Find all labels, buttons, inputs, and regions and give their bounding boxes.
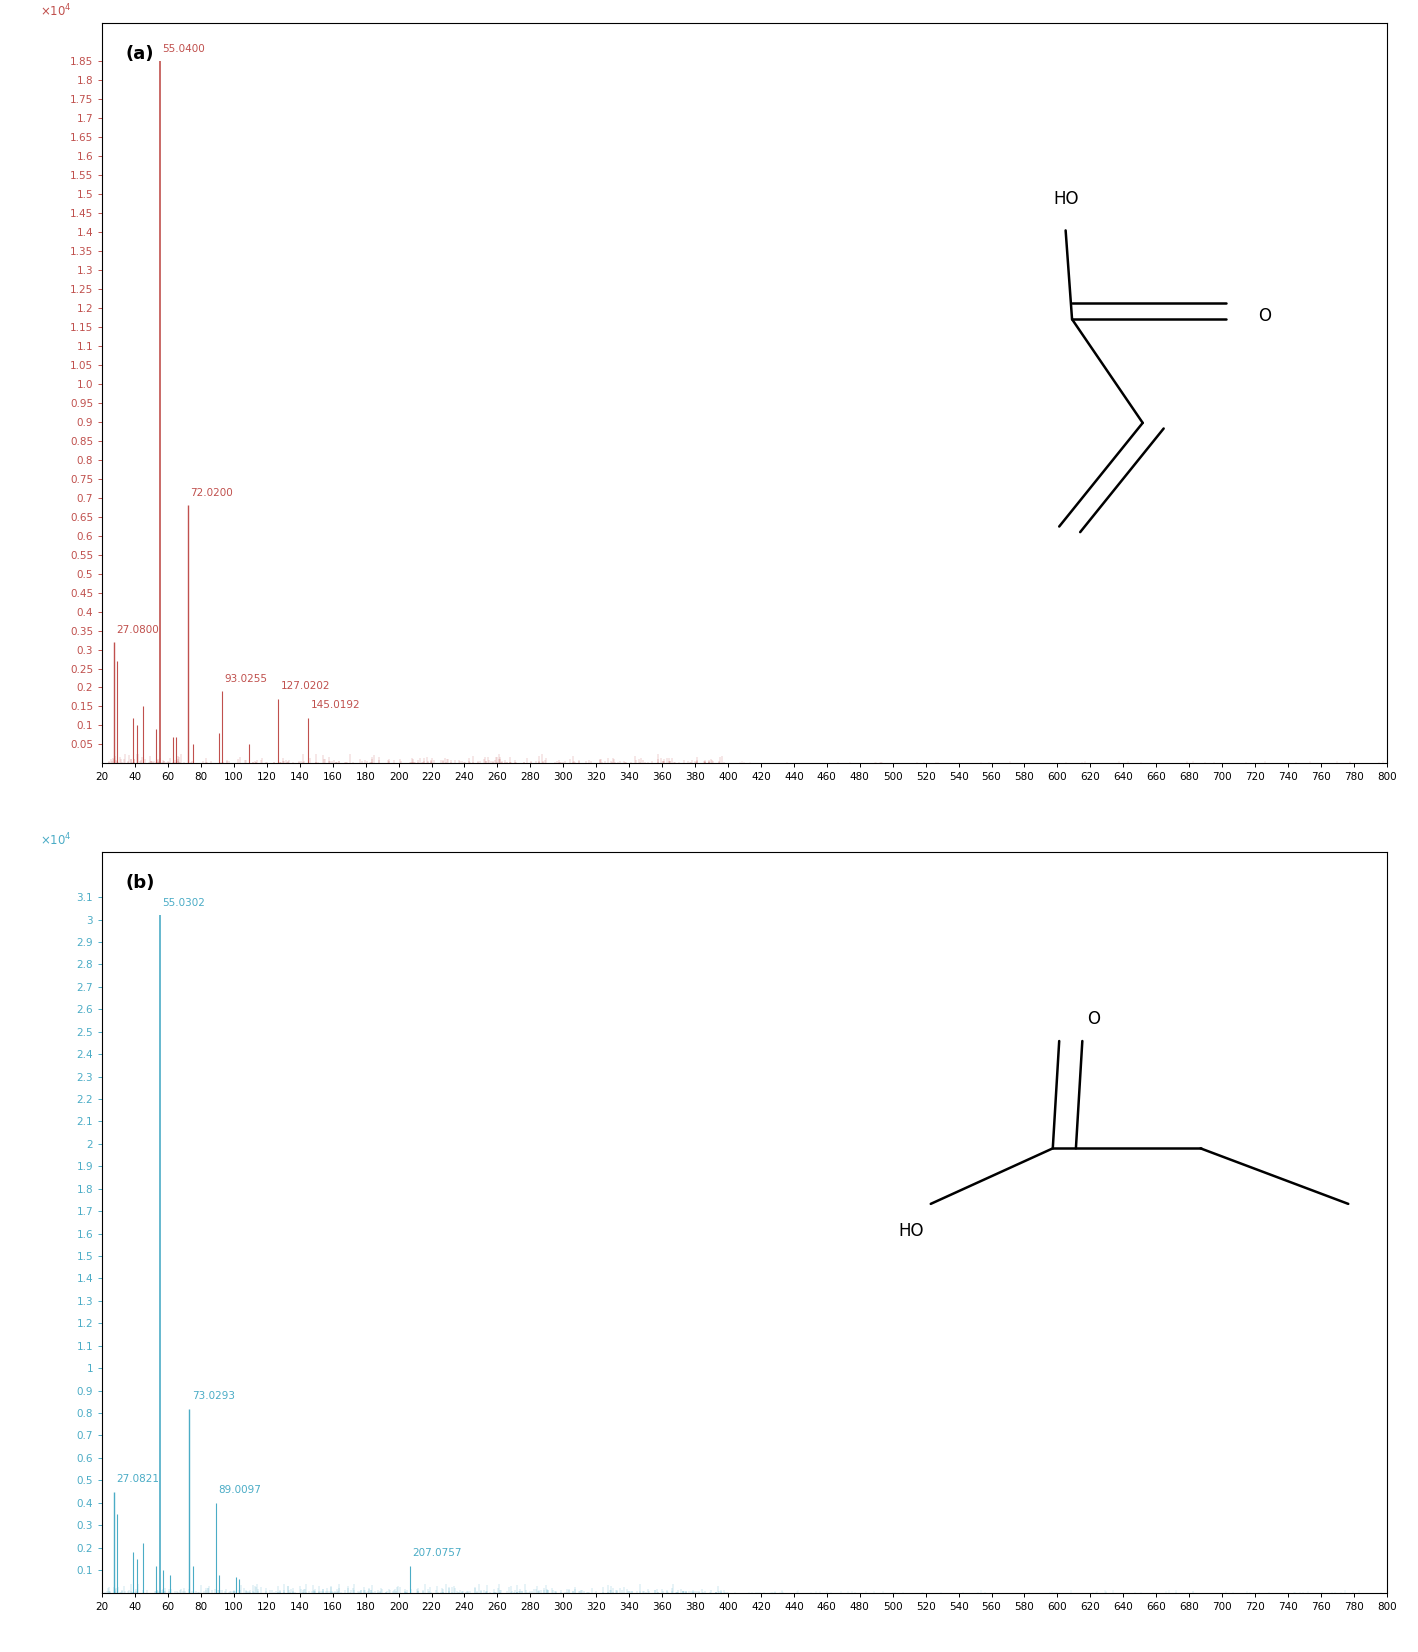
Text: O: O [1258,307,1272,324]
Text: 72.0200: 72.0200 [190,487,233,497]
Text: 145.0192: 145.0192 [311,700,360,710]
Text: 27.0800: 27.0800 [116,624,159,634]
Text: 127.0202: 127.0202 [281,682,330,692]
Text: 93.0255: 93.0255 [225,674,268,684]
Text: (b): (b) [125,874,155,892]
Text: $\times$10$^4$: $\times$10$^4$ [41,833,72,849]
Text: O: O [1088,1009,1100,1028]
Text: 55.0400: 55.0400 [162,43,206,53]
Text: 55.0302: 55.0302 [162,897,206,907]
Text: 73.0293: 73.0293 [191,1391,235,1401]
Text: 27.0821: 27.0821 [116,1474,159,1483]
Text: HO: HO [899,1222,925,1241]
Text: 207.0757: 207.0757 [413,1548,462,1558]
Text: HO: HO [1054,190,1078,208]
Text: (a): (a) [125,45,153,63]
Text: 89.0097: 89.0097 [218,1485,261,1495]
Text: $\times$10$^4$: $\times$10$^4$ [41,3,72,20]
